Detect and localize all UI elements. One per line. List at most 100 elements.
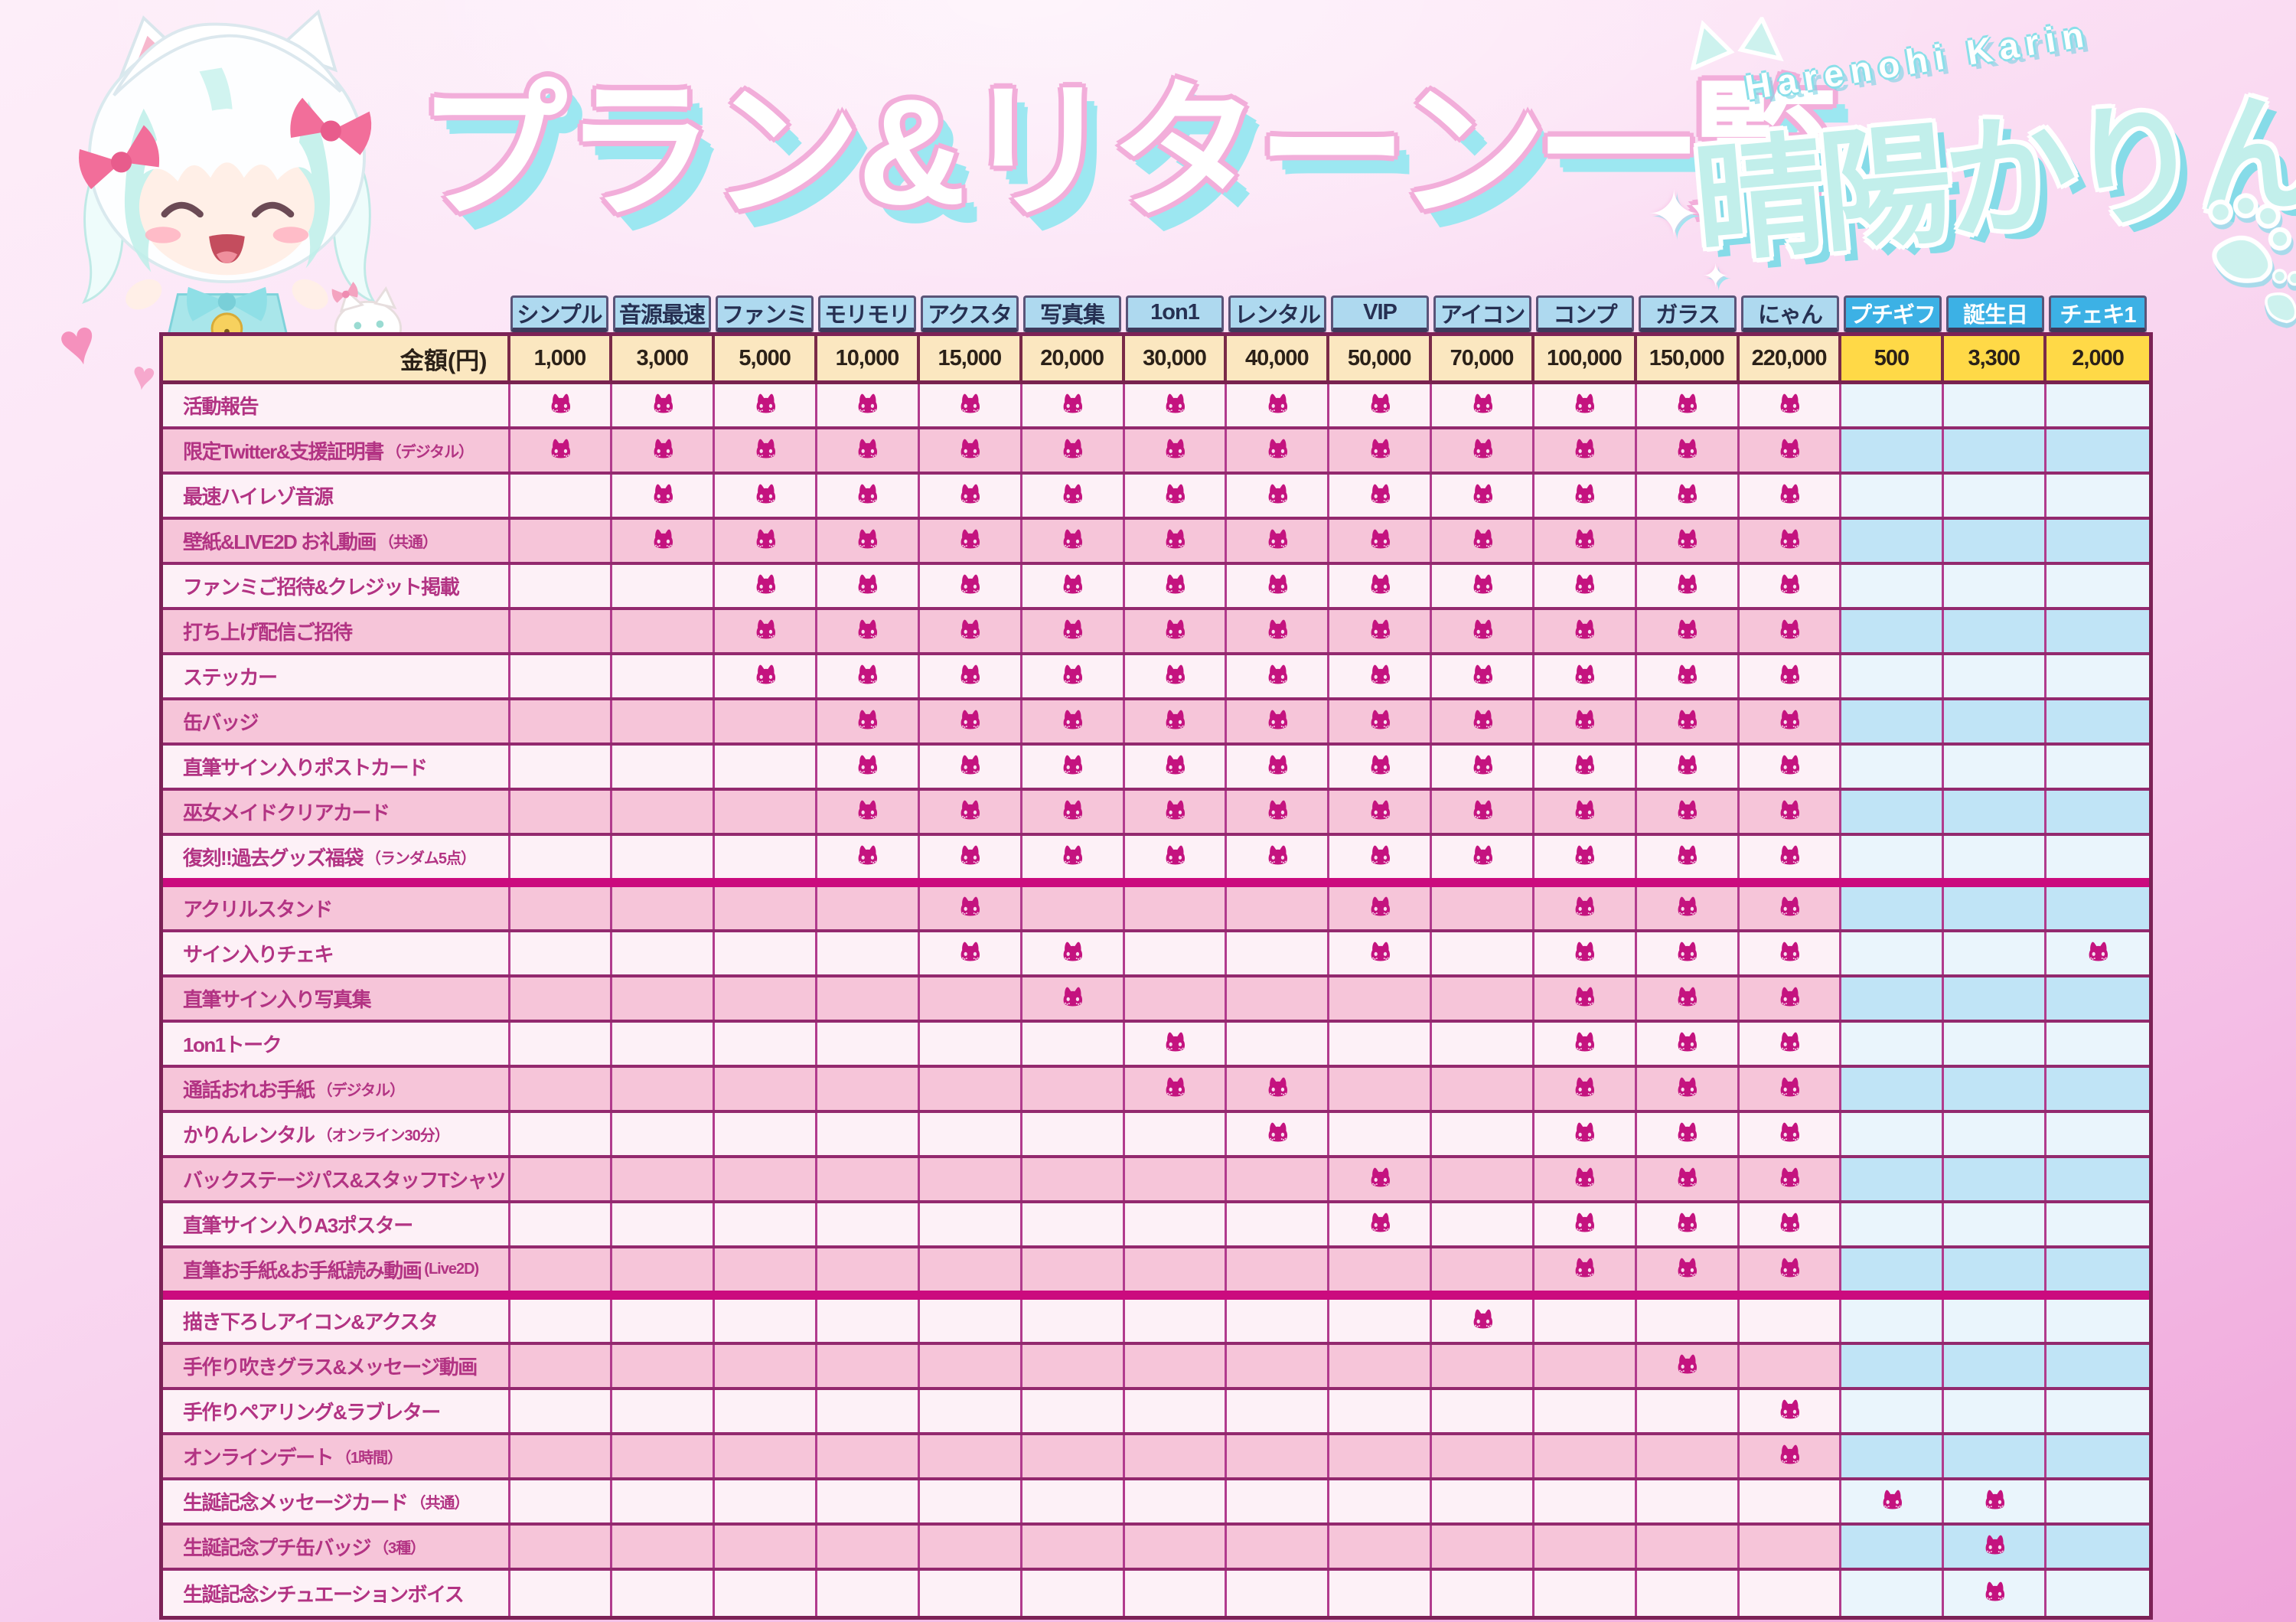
table-cell: [2047, 1526, 2149, 1568]
table-cell: [2047, 1203, 2149, 1245]
table-cell: [1534, 887, 1637, 929]
cat-icon: [1780, 664, 1800, 684]
table-cell: [715, 700, 818, 742]
table-cell: [1227, 1113, 1330, 1155]
table-row: 缶バッジ: [163, 700, 2149, 746]
table-cell: [1944, 1203, 2047, 1245]
table-cell: [715, 1435, 818, 1477]
cat-icon: [1678, 1167, 1698, 1187]
cat-icon: [1268, 439, 1287, 459]
cat-icon: [1575, 755, 1595, 775]
table-cell: [1227, 475, 1330, 517]
cat-icon: [1473, 439, 1492, 459]
row-label: 缶バッジ: [163, 700, 510, 742]
mascot-chibi-illustration: [79, 9, 403, 357]
cat-icon: [859, 619, 878, 639]
cat-icon: [1780, 987, 1800, 1007]
row-label: 描き下ろしアイコン&アクスタ: [163, 1300, 510, 1342]
table-cell: [1637, 520, 1740, 562]
table-cell: [1534, 384, 1637, 426]
table-cell: [510, 520, 613, 562]
plan-header-row: シンプル 音源最速 ファンミ モリモリ アクスタ 写真集 1on1 レンタル VIP アイコン コン…: [510, 295, 2151, 332]
table-cell: [1022, 565, 1125, 607]
cat-icon: [1678, 987, 1698, 1007]
table-row: アクリルスタンド: [163, 887, 2149, 932]
cat-icon: [1985, 1490, 2004, 1509]
cat-icon: [1371, 439, 1390, 459]
table-cell: [2047, 1248, 2149, 1291]
cat-icon: [1371, 942, 1390, 961]
table-cell: [1740, 977, 1842, 1020]
plan-price: 150,000: [1637, 336, 1740, 380]
cat-icon: [960, 574, 980, 594]
table-cell: [2047, 746, 2149, 788]
table-cell: [1125, 1248, 1228, 1291]
price-row: 金額(円) 1,000 3,000 5,000 10,000 15,000 20,000 30…: [163, 336, 2149, 384]
table-cell: [510, 932, 613, 974]
table-cell: [715, 475, 818, 517]
table-cell: [817, 977, 920, 1020]
cat-icon: [1063, 845, 1083, 865]
cat-icon: [859, 664, 878, 684]
cat-icon: [1371, 1212, 1390, 1232]
table-cell: [1125, 1068, 1228, 1110]
table-cell: [1944, 429, 2047, 472]
cat-icon: [1371, 619, 1390, 639]
row-label-note: （共通）: [379, 534, 438, 551]
row-label-text: 復刻!!過去グッズ福袋: [183, 847, 364, 870]
table-cell: [1022, 520, 1125, 562]
row-label-text: バックステージパス&スタッフTシャツ: [183, 1169, 506, 1192]
table-cell: [1022, 1435, 1125, 1477]
plan-header-プチギフ: プチギフ: [1844, 295, 1942, 332]
table-cell: [2047, 932, 2149, 974]
cat-icon: [1166, 1077, 1186, 1097]
table-cell: [2047, 700, 2149, 742]
table-cell: [1432, 1526, 1534, 1568]
plan-price: 70,000: [1432, 336, 1534, 380]
cat-icon: [1371, 529, 1390, 549]
table-cell: [1534, 700, 1637, 742]
cat-icon: [1063, 619, 1083, 639]
table-cell: [612, 1345, 716, 1387]
table-cell: [612, 887, 716, 929]
table-cell: [612, 700, 716, 742]
cat-icon: [1883, 1490, 1902, 1509]
row-label-note: （デジタル）: [317, 1082, 406, 1099]
table-cell: [920, 1068, 1022, 1110]
cat-icon: [1166, 484, 1186, 504]
table-cell: [1944, 384, 2047, 426]
table-cell: [1329, 1435, 1433, 1477]
cat-icon: [1268, 1122, 1287, 1142]
table-cell: [1841, 520, 1945, 562]
table-cell: [1227, 520, 1330, 562]
table-cell: [1022, 475, 1125, 517]
table-cell: [510, 565, 613, 607]
plan-price: 220,000: [1740, 336, 1842, 380]
table-cell: [1125, 746, 1228, 788]
table-cell: [1841, 1345, 1945, 1387]
table-cell: [1329, 1571, 1433, 1616]
row-label: 直筆サイン入りポストカード: [163, 746, 510, 788]
cat-icon: [1780, 1077, 1800, 1097]
table-cell: [1534, 655, 1637, 697]
table-cell: [510, 1023, 613, 1065]
table-cell: [510, 1390, 613, 1432]
table-cell: [510, 746, 613, 788]
table-cell: [1432, 1203, 1534, 1245]
table-cell: [1329, 1248, 1433, 1291]
table-cell: [1432, 932, 1534, 974]
cat-icon: [1780, 942, 1800, 961]
table-cell: [1637, 565, 1740, 607]
cat-icon: [1575, 1167, 1595, 1187]
cat-icon: [1575, 1122, 1595, 1142]
row-label-note: （ランダム5点）: [365, 850, 476, 867]
table-row: 最速ハイレゾ音源: [163, 475, 2149, 520]
table-cell: [1637, 1300, 1740, 1342]
table-cell: [817, 1480, 920, 1522]
table-row: バックステージパス&スタッフTシャツ: [163, 1158, 2149, 1203]
row-label: 手作り吹きグラス&メッセージ動画: [163, 1345, 510, 1387]
table-cell: [1944, 1248, 2047, 1291]
table-cell: [510, 610, 613, 652]
table-cell: [920, 1435, 1022, 1477]
table-cell: [1022, 1480, 1125, 1522]
